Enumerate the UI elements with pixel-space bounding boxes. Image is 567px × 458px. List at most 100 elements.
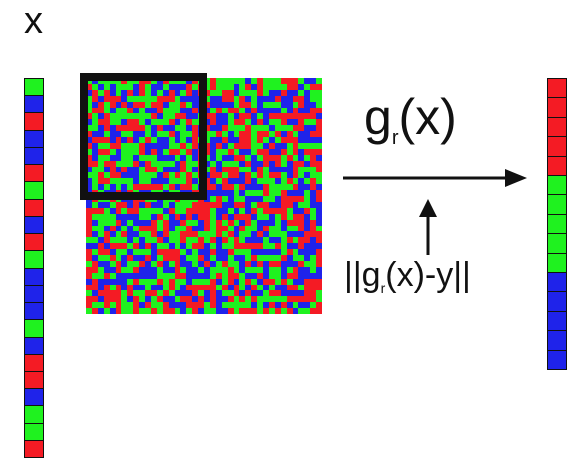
matrix-pixel xyxy=(192,284,199,291)
matrix-pixel xyxy=(233,213,240,220)
matrix-pixel xyxy=(304,249,311,255)
matrix-pixel xyxy=(145,148,151,155)
matrix-pixel xyxy=(133,272,140,279)
matrix-pixel xyxy=(204,237,210,244)
matrix-pixel xyxy=(186,172,193,179)
matrix-pixel xyxy=(280,78,287,84)
matrix-pixel xyxy=(310,178,317,185)
matrix-pixel xyxy=(127,95,134,102)
matrix-pixel xyxy=(139,272,145,279)
matrix-pixel xyxy=(186,89,193,96)
matrix-pixel xyxy=(274,107,281,114)
matrix-pixel xyxy=(251,249,258,255)
matrix-pixel xyxy=(245,196,252,202)
matrix-pixel xyxy=(91,266,98,273)
matrix-pixel xyxy=(239,95,246,102)
matrix-pixel xyxy=(103,272,110,279)
matrix-pixel xyxy=(268,302,275,309)
matrix-pixel xyxy=(209,249,216,255)
matrix-pixel xyxy=(133,148,140,155)
matrix-pixel xyxy=(310,184,317,191)
matrix-pixel xyxy=(304,302,311,309)
input-vector-cell xyxy=(25,199,43,217)
matrix-pixel xyxy=(280,160,287,167)
matrix-pixel xyxy=(239,89,246,96)
output-vector-cell xyxy=(548,311,566,332)
matrix-pixel xyxy=(133,255,140,261)
matrix-pixel xyxy=(215,296,222,303)
matrix-pixel xyxy=(274,296,281,303)
matrix-pixel xyxy=(86,284,92,291)
matrix-pixel xyxy=(150,101,157,108)
matrix-pixel xyxy=(204,278,210,285)
matrix-pixel xyxy=(263,260,269,267)
matrix-pixel xyxy=(280,278,287,285)
loss-subscript: r xyxy=(380,280,386,296)
matrix-pixel xyxy=(121,89,128,96)
matrix-pixel xyxy=(115,266,122,273)
matrix-pixel xyxy=(263,196,269,202)
matrix-pixel xyxy=(209,225,216,232)
matrix-pixel xyxy=(204,207,210,214)
matrix-pixel xyxy=(263,249,269,255)
input-vector-cell xyxy=(25,303,43,321)
matrix-pixel xyxy=(186,137,193,143)
matrix-pixel xyxy=(316,290,322,297)
matrix-pixel xyxy=(86,266,92,273)
matrix-pixel xyxy=(316,213,322,220)
matrix-pixel xyxy=(268,113,275,120)
matrix-pixel xyxy=(186,272,193,279)
matrix-pixel xyxy=(168,107,175,114)
matrix-pixel xyxy=(103,243,110,250)
input-vector-cell xyxy=(25,165,43,183)
matrix-pixel xyxy=(257,266,263,273)
matrix-pixel xyxy=(204,213,210,220)
matrix-pixel xyxy=(192,184,199,191)
matrix-pixel xyxy=(257,172,263,179)
matrix-pixel xyxy=(86,231,92,238)
matrix-pixel xyxy=(286,178,293,185)
matrix-pixel xyxy=(245,237,252,244)
matrix-pixel xyxy=(304,95,311,102)
matrix-pixel xyxy=(127,272,134,279)
matrix-pixel xyxy=(174,101,181,108)
matrix-pixel xyxy=(127,154,134,161)
matrix-pixel xyxy=(239,190,246,196)
matrix-pixel xyxy=(180,308,187,314)
matrix-pixel xyxy=(109,266,116,273)
matrix-pixel xyxy=(145,249,151,255)
matrix-pixel xyxy=(215,266,222,273)
matrix-pixel xyxy=(286,296,293,303)
matrix-pixel xyxy=(156,148,163,155)
matrix-pixel xyxy=(263,207,269,214)
matrix-pixel xyxy=(268,131,275,137)
matrix-pixel xyxy=(168,272,175,279)
matrix-pixel xyxy=(133,131,140,137)
matrix-pixel xyxy=(292,107,299,114)
matrix-pixel xyxy=(156,219,163,226)
matrix-pixel xyxy=(139,207,145,214)
matrix-pixel xyxy=(115,148,122,155)
matrix-pixel xyxy=(257,190,263,196)
matrix-pixel xyxy=(162,201,169,208)
matrix-pixel xyxy=(286,89,293,96)
matrix-pixel xyxy=(150,166,157,173)
input-vector-cell xyxy=(25,423,43,441)
matrix-pixel xyxy=(121,255,128,261)
matrix-pixel xyxy=(245,148,252,155)
matrix-pixel xyxy=(274,95,281,102)
matrix-pixel xyxy=(168,278,175,285)
matrix-pixel xyxy=(115,201,122,208)
matrix-pixel xyxy=(103,302,110,309)
matrix-pixel xyxy=(168,184,175,191)
matrix-pixel xyxy=(162,284,169,291)
matrix-pixel xyxy=(209,89,216,96)
matrix-pixel xyxy=(109,125,116,132)
matrix-pixel xyxy=(174,231,181,238)
matrix-pixel xyxy=(227,278,234,285)
matrix-pixel xyxy=(162,95,169,102)
matrix-pixel xyxy=(139,213,145,220)
matrix-pixel xyxy=(316,107,322,114)
matrix-pixel xyxy=(127,237,134,244)
matrix-pixel xyxy=(233,290,240,297)
